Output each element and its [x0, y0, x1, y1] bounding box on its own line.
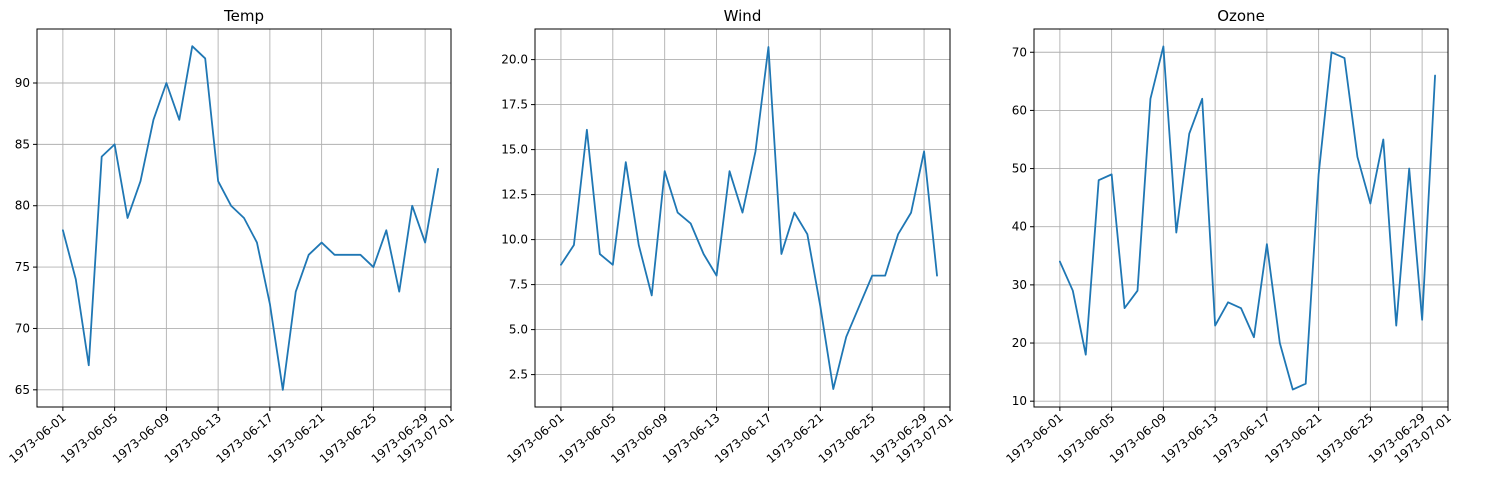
chart-title: Temp	[223, 7, 264, 25]
y-tick-label: 90	[15, 76, 30, 90]
y-tick-label: 20	[1012, 336, 1027, 350]
y-tick-label: 60	[1012, 103, 1027, 117]
plot-frame	[534, 28, 951, 408]
y-tick-label: 12.5	[501, 188, 528, 202]
chart-panel-2: Ozone102030405060701973-06-011973-06-051…	[1003, 7, 1454, 466]
chart-title: Wind	[724, 7, 762, 25]
y-tick-label: 2.5	[509, 368, 528, 382]
series-line-0	[560, 46, 938, 390]
y-tick-label: 40	[1012, 220, 1027, 234]
chart-panel-0: Temp6570758085901973-06-011973-06-051973…	[6, 7, 457, 466]
y-tick-label: 70	[1012, 45, 1027, 59]
series-line-0	[1058, 45, 1436, 391]
y-tick-label: 75	[15, 260, 30, 274]
plot-frame	[36, 28, 452, 408]
chart-title: Ozone	[1217, 7, 1265, 25]
y-tick-label: 10.0	[501, 233, 528, 247]
y-tick-label: 65	[15, 383, 30, 397]
y-tick-label: 17.5	[501, 98, 528, 112]
y-tick-label: 5.0	[509, 323, 528, 337]
y-tick-label: 50	[1012, 162, 1027, 176]
y-tick-label: 30	[1012, 278, 1027, 292]
plot-frame	[1033, 28, 1449, 408]
y-tick-label: 80	[15, 199, 30, 213]
y-tick-label: 10	[1012, 394, 1027, 408]
y-tick-label: 15.0	[501, 143, 528, 157]
series-line-0	[61, 45, 439, 391]
y-tick-label: 20.0	[501, 53, 528, 67]
y-tick-label: 85	[15, 137, 30, 151]
y-tick-label: 7.5	[509, 278, 528, 292]
y-tick-label: 70	[15, 321, 30, 335]
chart-panel-1: Wind2.55.07.510.012.515.017.520.01973-06…	[501, 7, 956, 466]
